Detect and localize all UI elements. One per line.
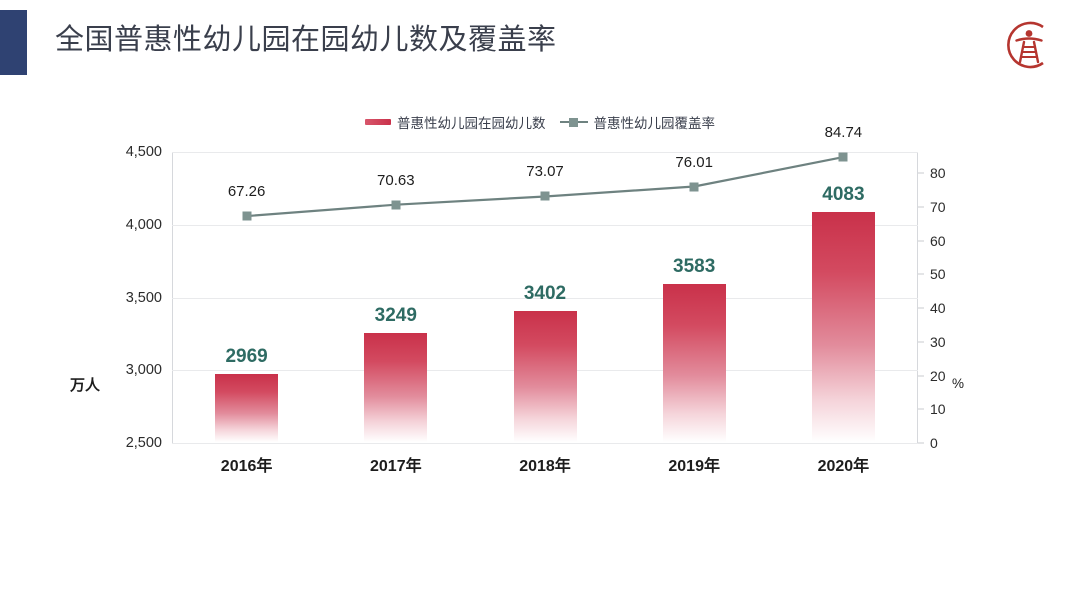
bar[interactable] (513, 310, 577, 442)
line-value-label: 70.63 (377, 171, 415, 189)
x-axis-category-label: 2017年 (369, 458, 422, 475)
page-title: 全国普惠性幼儿园在园幼儿数及覆盖率 (55, 24, 557, 56)
x-axis-category-label: 2019年 (668, 458, 720, 475)
line-value-label: 67.26 (227, 183, 266, 201)
bar-value-label: 3249 (374, 305, 417, 327)
y-axis-right-tick: 30 (930, 333, 946, 350)
line-value-label: 84.74 (824, 124, 863, 142)
y-axis-right-tickmark (918, 307, 924, 309)
y-axis-right-tick: 20 (930, 367, 946, 384)
bar[interactable] (215, 373, 279, 442)
x-axis-category-label: 2020年 (817, 458, 870, 475)
y-axis-right-tick: 60 (930, 232, 946, 249)
y-axis-left-tick: 4,000 (125, 216, 162, 233)
line-marker[interactable] (838, 152, 848, 162)
y-axis-left-tick: 3,000 (125, 362, 162, 379)
y-axis-right-tick: 10 (930, 401, 946, 418)
y-axis-left-tick: 3,500 (125, 289, 162, 306)
y-axis-right-tick: 0 (930, 435, 938, 451)
y-axis-left: 4,500 4,000 3,500 3,000 2,500 (62, 144, 162, 451)
y-axis-left-tick: 4,500 (125, 144, 162, 160)
y-axis-right-tickmark (918, 206, 924, 208)
gridline (172, 443, 918, 444)
x-axis-category-label: 2018年 (519, 458, 571, 475)
y-axis-right-tick: 80 (930, 165, 946, 182)
legend-item-line-series[interactable]: 普惠性幼儿园覆盖率 (559, 112, 716, 132)
bar-value-label: 4083 (822, 183, 865, 205)
page-header: 全国普惠性幼儿园在园幼儿数及覆盖率 (0, 0, 1080, 90)
line-marker[interactable] (391, 200, 401, 210)
line-marker[interactable] (242, 211, 252, 221)
y-axis-right-tick: 70 (930, 198, 946, 215)
gridline (172, 297, 918, 299)
legend-label-line-series: 普惠性幼儿园覆盖率 (593, 116, 716, 131)
line-marker[interactable] (689, 182, 699, 192)
line-value-label: 73.07 (526, 163, 564, 181)
x-axis-category-label: 2016年 (220, 458, 273, 475)
chart-legend: 普惠性幼儿园在园幼儿数 普惠性幼儿园覆盖率 (0, 112, 1080, 132)
y-axis-right-tickmark (918, 172, 924, 174)
plot-area: 67.26 70.63 73.07 76.01 84.74 2969 3249 3402 35… (172, 124, 918, 444)
gridline (172, 152, 918, 153)
bar-value-label: 2969 (225, 345, 268, 367)
y-axis-right-tickmark (918, 408, 924, 410)
x-axis: 2016年 2017年 2018年 2019年 2020年 (172, 446, 918, 486)
gridline (172, 224, 918, 226)
y-axis-left-unit-label: 万人 (70, 377, 101, 394)
bar[interactable] (364, 333, 428, 442)
legend-item-bar-series[interactable]: 普惠性幼儿园在园幼儿数 (365, 112, 546, 132)
chart-figure: 普惠性幼儿园在园幼儿数 普惠性幼儿园覆盖率 4,500 4,000 3,500 3,0… (0, 90, 1080, 608)
y-axis-right: 80 70 60 50 40 30 20 10 0 (918, 152, 978, 451)
bar[interactable] (662, 284, 726, 442)
y-axis-right-tickmark (918, 273, 924, 275)
y-axis-right-tickmark (918, 240, 924, 242)
y-axis-right-tickmark (918, 375, 924, 377)
y-axis-right-unit-label: % (952, 376, 965, 391)
legend-bar-swatch-icon (365, 119, 391, 125)
line-marker[interactable] (540, 191, 550, 201)
line-value-label: 76.01 (675, 153, 713, 171)
legend-line-swatch-icon (559, 117, 588, 127)
header-accent-block (0, 10, 27, 75)
legend-label-bar-series: 普惠性幼儿园在园幼儿数 (397, 116, 546, 131)
y-axis-right-tick: 50 (930, 266, 946, 283)
y-axis-right-tick: 40 (930, 300, 946, 317)
y-axis-right-tickmark (918, 442, 924, 444)
bar-value-label: 3402 (523, 282, 567, 304)
circular-red-institution-logo-icon (1000, 16, 1058, 74)
bar[interactable] (811, 211, 875, 442)
y-axis-right-tickmark (918, 341, 924, 343)
bar-value-label: 3583 (673, 256, 716, 278)
y-axis-left-tick: 2,500 (125, 435, 162, 451)
